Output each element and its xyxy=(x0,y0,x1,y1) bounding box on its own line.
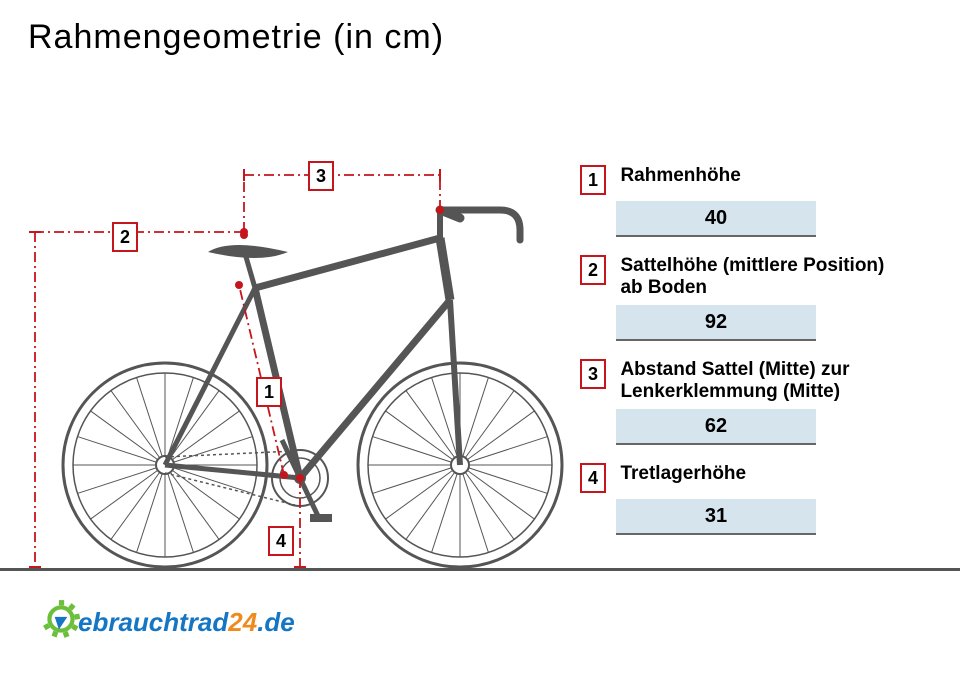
legend-label-4: Tretlagerhöhe xyxy=(620,463,746,485)
legend-item: 3 Abstand Sattel (Mitte) zur Lenkerklemm… xyxy=(580,359,920,445)
legend-value-2: 92 xyxy=(616,305,816,341)
logo-text-2: 24 xyxy=(228,607,257,637)
legend-item: 4 Tretlagerhöhe 31 xyxy=(580,463,920,535)
legend-value-4: 31 xyxy=(616,499,816,535)
callout-1: 1 xyxy=(256,377,282,407)
legend-num-3: 3 xyxy=(580,359,606,389)
legend-item: 1 Rahmenhöhe 40 xyxy=(580,165,920,237)
legend: 1 Rahmenhöhe 40 2 Sattelhöhe (mittlere P… xyxy=(580,165,920,553)
callout-4: 4 xyxy=(268,526,294,556)
legend-label-2: Sattelhöhe (mittlere Position) ab Boden xyxy=(620,255,900,299)
legend-label-3: Abstand Sattel (Mitte) zur Lenkerklemmun… xyxy=(620,359,900,403)
legend-value-3: 62 xyxy=(616,409,816,445)
legend-item: 2 Sattelhöhe (mittlere Position) ab Bode… xyxy=(580,255,920,341)
logo-text-1: ebrauchtrad xyxy=(78,607,228,637)
legend-value-1: 40 xyxy=(616,201,816,237)
legend-num-1: 1 xyxy=(580,165,606,195)
legend-num-4: 4 xyxy=(580,463,606,493)
site-logo: ebrauchtrad24.de xyxy=(40,598,295,647)
legend-label-1: Rahmenhöhe xyxy=(620,165,740,187)
gear-icon xyxy=(40,598,82,647)
callout-2: 2 xyxy=(112,222,138,252)
ground-line xyxy=(0,568,960,571)
logo-text-3: .de xyxy=(257,607,295,637)
legend-num-2: 2 xyxy=(580,255,606,285)
callout-3: 3 xyxy=(308,161,334,191)
